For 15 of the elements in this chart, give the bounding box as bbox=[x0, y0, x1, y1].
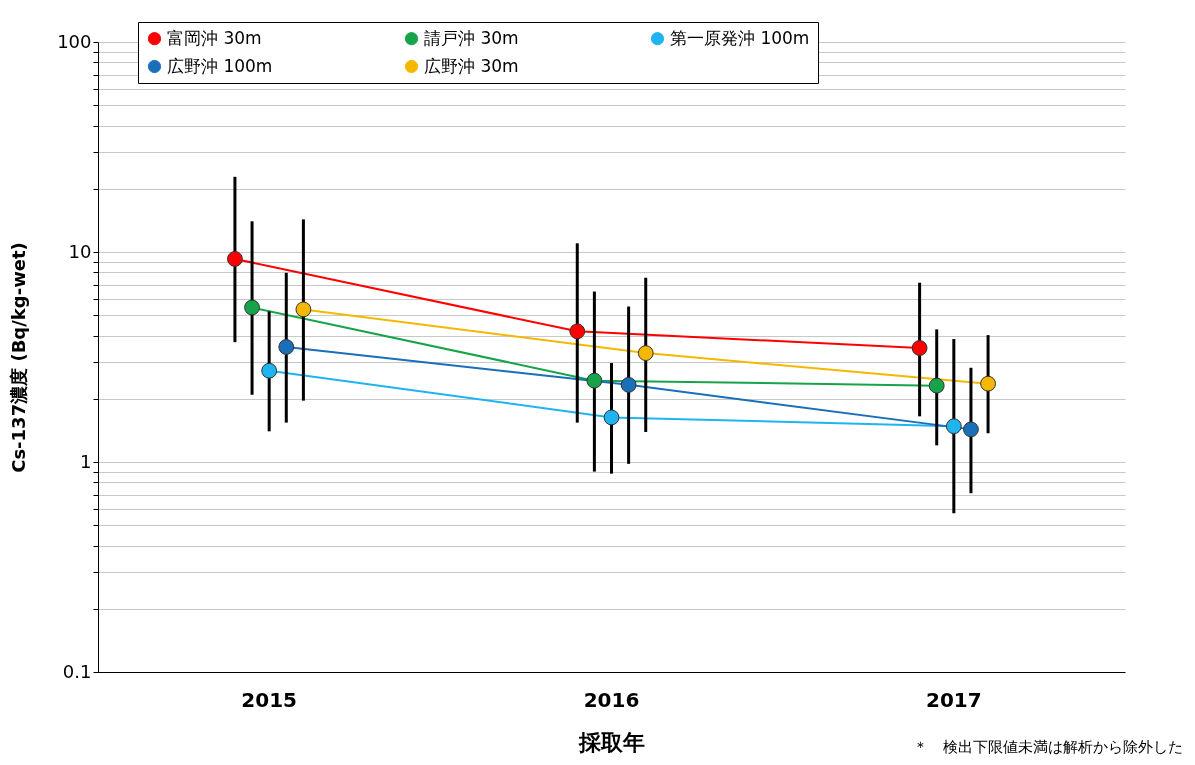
y-tick-label: 0.1 bbox=[62, 660, 92, 682]
y-tick-label: 1 bbox=[80, 450, 92, 472]
x-axis-title: 採取年 bbox=[578, 729, 645, 755]
x-tick-label: 2015 bbox=[241, 687, 297, 712]
x-tick-label: 2017 bbox=[926, 687, 982, 712]
y-axis-title: Cs-137濃度 (Bq/kg-wet) bbox=[8, 242, 30, 473]
legend-label: 広野沖 100m bbox=[167, 55, 273, 76]
y-tick-label: 100 bbox=[57, 30, 92, 52]
y-tick-label: 10 bbox=[68, 240, 92, 262]
text: ＊ 検出下限値未満は解析から除外した bbox=[913, 738, 1183, 757]
legend-label: 請戸沖 30m bbox=[424, 27, 519, 48]
legend-label: 第一原発沖 100m bbox=[670, 27, 810, 48]
legend-label: 富岡沖 30m bbox=[167, 27, 262, 48]
legend-label: 広野沖 30m bbox=[424, 55, 519, 76]
x-tick-label: 2016 bbox=[583, 687, 640, 712]
